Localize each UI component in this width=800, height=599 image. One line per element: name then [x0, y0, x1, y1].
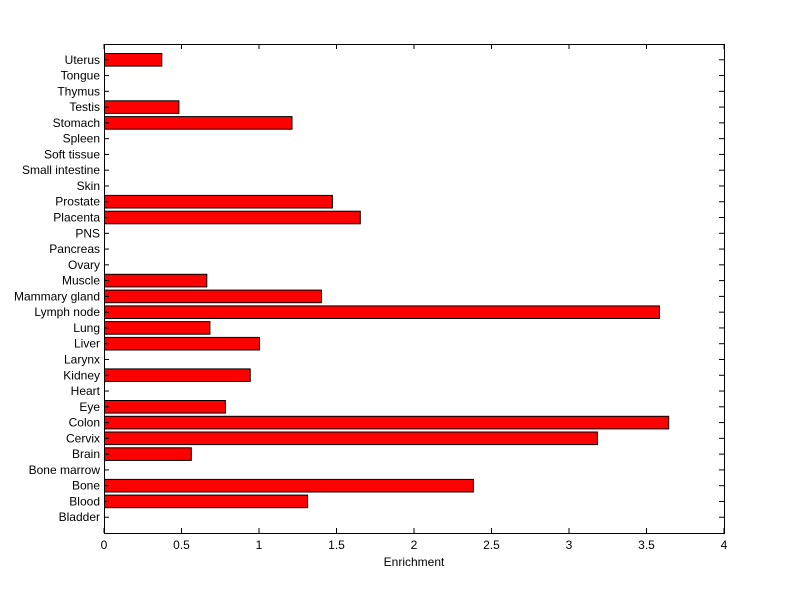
y-tick-label-ovary: Ovary — [68, 258, 100, 272]
y-tick-label-cervix: Cervix — [66, 431, 100, 445]
y-tick-label-bladder: Bladder — [59, 510, 100, 524]
bar-brain — [104, 447, 192, 461]
x-axis-label: Enrichment — [384, 555, 445, 569]
x-tick-label-3: 1.5 — [328, 538, 345, 552]
y-tick-label-eye: Eye — [79, 400, 100, 414]
bar-colon — [104, 415, 670, 430]
y-tick-label-blood: Blood — [69, 494, 100, 508]
bar-testis — [104, 100, 180, 114]
y-tick-label-tongue: Tongue — [61, 69, 101, 83]
y-tick-label-testis: Testis — [69, 100, 100, 114]
y-tick-label-uterus: Uterus — [65, 53, 100, 67]
x-tick-label-8: 4 — [721, 538, 728, 552]
bar-cervix — [104, 431, 598, 446]
bar-prostate — [104, 194, 333, 209]
y-tick-label-bone-marrow: Bone marrow — [29, 463, 101, 477]
bars-group — [104, 53, 670, 509]
y-tick-label-mammary-gland: Mammary gland — [14, 289, 100, 303]
y-tick-label-bone: Bone — [72, 479, 100, 493]
x-tick-label-0: 0 — [101, 538, 108, 552]
bar-lymph-node — [104, 305, 660, 319]
bar-muscle — [104, 273, 208, 288]
y-tick-label-muscle: Muscle — [62, 274, 100, 288]
x-tick-label-1: 0.5 — [173, 538, 190, 552]
bar-bone — [104, 478, 474, 493]
y-tick-label-skin: Skin — [77, 179, 100, 193]
y-tick-label-kidney: Kidney — [63, 368, 100, 382]
y-tick-label-pancreas: Pancreas — [49, 242, 100, 256]
y-tick-label-soft-tissue: Soft tissue — [44, 147, 100, 161]
y-tick-label-larynx: Larynx — [64, 352, 100, 366]
y-tick-label-prostate: Prostate — [55, 195, 100, 209]
x-tick-label-7: 3.5 — [638, 538, 655, 552]
x-tick-label-6: 3 — [566, 538, 573, 552]
bar-blood — [104, 494, 309, 509]
y-tick-label-thymus: Thymus — [57, 84, 100, 98]
bar-lung — [104, 321, 211, 335]
y-tick-label-stomach: Stomach — [53, 116, 100, 130]
bar-uterus — [104, 53, 163, 67]
y-tick-label-liver: Liver — [74, 337, 100, 351]
x-tick-label-4: 2 — [411, 538, 418, 552]
y-tick-label-pns: PNS — [75, 226, 100, 240]
ticks-group — [103, 44, 725, 533]
x-tick-label-2: 1 — [256, 538, 263, 552]
y-tick-label-lung: Lung — [73, 321, 100, 335]
bar-placenta — [104, 210, 361, 225]
y-tick-label-small-intestine: Small intestine — [22, 163, 100, 177]
y-tick-label-placenta: Placenta — [53, 211, 100, 225]
y-tick-label-heart: Heart — [71, 384, 101, 398]
bar-eye — [104, 400, 226, 414]
y-tick-label-brain: Brain — [72, 447, 100, 461]
y-tick-label-spleen: Spleen — [63, 132, 100, 146]
bar-liver — [104, 336, 260, 351]
x-tick-labels: 0 0.5 1 1.5 2 2.5 3 3.5 4 — [101, 538, 728, 552]
y-tick-label-colon: Colon — [69, 416, 100, 430]
bar-kidney — [104, 368, 251, 382]
bar-stomach — [104, 116, 293, 130]
y-tick-label-lymph-node: Lymph node — [34, 305, 100, 319]
bar-mammary-gland — [104, 289, 322, 304]
x-tick-label-5: 2.5 — [483, 538, 500, 552]
